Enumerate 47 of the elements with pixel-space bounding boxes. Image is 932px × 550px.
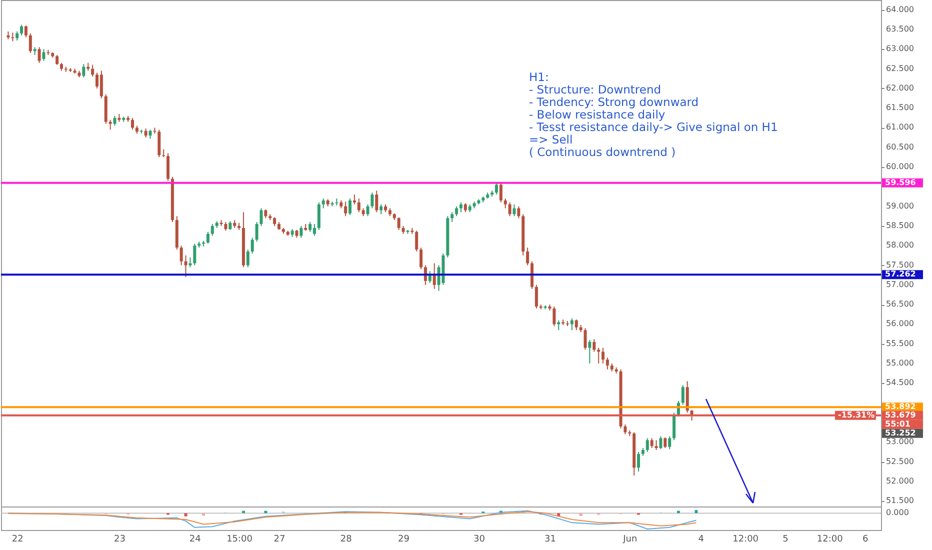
x-tick-label: 31	[544, 534, 556, 544]
x-tick-label: 22	[12, 534, 24, 544]
text: 0.000	[886, 508, 909, 518]
x-tick-label: 27	[274, 534, 286, 544]
text: 53.252	[885, 428, 916, 438]
x-tick-label: 24	[189, 534, 202, 544]
ref-line-label: 53.679	[885, 410, 916, 420]
y-tick-label: 58.500	[886, 220, 914, 230]
y-tick-label: 62.000	[886, 83, 914, 92]
y-tick-label: 63.500	[886, 24, 914, 34]
y-tick-label: 60.000	[886, 162, 914, 172]
x-tick-label: 28	[340, 534, 352, 544]
y-tick-label: 64.000	[886, 4, 914, 14]
y-tick-label: 58.000	[886, 240, 914, 250]
y-tick-label: 61.000	[886, 122, 914, 132]
y-tick-label: 52.000	[886, 476, 914, 486]
annotation: -15.31%	[838, 410, 875, 420]
y-tick-label: 63.000	[886, 44, 914, 54]
annotation: H1: - Structure: Downtrend - Tendency: Strong downward - Below resistance daily - Tesst resistance daily-> Give signal on H1 => Sell ( Continuous downtrend )	[529, 70, 778, 159]
y-tick-label: 56.000	[886, 319, 914, 328]
y-tick-label: 59.000	[886, 201, 914, 210]
x-tick-label: 6	[862, 534, 869, 544]
ref-line-label: 57.262	[885, 270, 916, 279]
x-tick-label: 4	[698, 534, 704, 544]
y-tick-label: 60.500	[886, 142, 914, 152]
y-tick-label: 55.000	[886, 358, 914, 368]
x-tick-label: 23	[114, 534, 126, 544]
y-tick-label: 57.500	[886, 260, 914, 270]
y-tick-label: 62.500	[886, 64, 914, 73]
x-tick-label: Jun	[622, 534, 638, 544]
x-tick-label: 15:00	[226, 534, 253, 544]
y-tick-label: 51.500	[886, 496, 914, 506]
y-tick-label: 56.500	[886, 300, 914, 309]
x-tick-label: 29	[398, 534, 410, 544]
y-tick-label: 53.000	[886, 437, 914, 446]
y-tick-label: 61.500	[886, 103, 914, 112]
y-tick-label: 52.500	[886, 456, 914, 466]
y-tick-label: 57.000	[886, 280, 914, 289]
x-tick-label: 12:00	[732, 534, 759, 544]
x-tick-label: 5	[782, 534, 788, 544]
x-tick-label: 12:00	[816, 534, 844, 544]
ref-line-label: 59.596	[885, 178, 916, 187]
y-tick-label: 54.500	[886, 378, 914, 388]
text: 55:01	[885, 419, 911, 428]
x-tick-label: 30	[474, 534, 486, 544]
y-tick-label: 55.500	[886, 338, 914, 348]
ref-line-label: 53.892	[885, 402, 916, 412]
